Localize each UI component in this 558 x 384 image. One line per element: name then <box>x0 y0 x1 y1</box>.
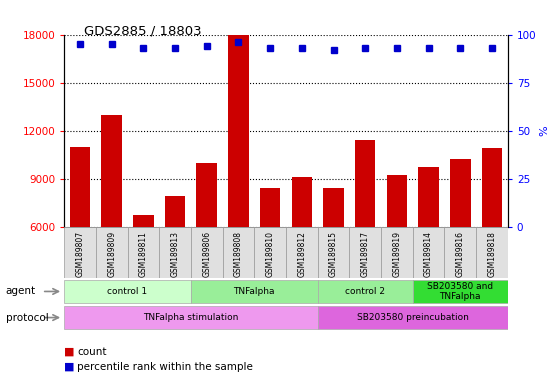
Text: GSM189816: GSM189816 <box>456 231 465 277</box>
Bar <box>413 227 444 278</box>
Text: GSM189814: GSM189814 <box>424 231 433 277</box>
Bar <box>260 188 281 323</box>
Y-axis label: %: % <box>539 125 549 136</box>
Bar <box>318 306 508 329</box>
Text: count: count <box>77 347 107 357</box>
Text: ■: ■ <box>64 362 75 372</box>
Text: GSM189819: GSM189819 <box>392 231 401 277</box>
Bar <box>133 215 153 323</box>
Text: GSM189807: GSM189807 <box>75 231 84 277</box>
Text: GSM189817: GSM189817 <box>360 231 370 277</box>
Bar <box>450 159 470 323</box>
Bar <box>444 227 476 278</box>
Text: protocol: protocol <box>6 313 49 323</box>
Text: control 1: control 1 <box>108 287 148 296</box>
Text: GSM189806: GSM189806 <box>202 231 211 277</box>
Bar <box>191 227 223 278</box>
Text: GSM189808: GSM189808 <box>234 231 243 277</box>
Text: GSM189809: GSM189809 <box>107 231 116 277</box>
Bar <box>413 280 508 303</box>
Bar <box>102 114 122 323</box>
Bar <box>128 227 159 278</box>
Bar <box>318 227 349 278</box>
Bar <box>387 175 407 323</box>
Bar <box>64 306 318 329</box>
Text: SB203580 and
TNFalpha: SB203580 and TNFalpha <box>427 282 493 301</box>
Text: agent: agent <box>6 286 36 296</box>
Text: control 2: control 2 <box>345 287 385 296</box>
Bar <box>323 188 344 323</box>
Text: GDS2885 / 18803: GDS2885 / 18803 <box>84 25 201 38</box>
Bar <box>355 140 376 323</box>
Bar <box>223 227 254 278</box>
Bar <box>318 280 413 303</box>
Text: TNFalpha: TNFalpha <box>234 287 275 296</box>
Text: GSM189811: GSM189811 <box>139 231 148 276</box>
Bar <box>482 148 502 323</box>
Text: ■: ■ <box>64 347 75 357</box>
Bar <box>159 227 191 278</box>
Text: GSM189815: GSM189815 <box>329 231 338 277</box>
Bar <box>418 167 439 323</box>
Bar <box>286 227 318 278</box>
Text: TNFalpha stimulation: TNFalpha stimulation <box>143 313 239 322</box>
Text: GSM189813: GSM189813 <box>171 231 180 277</box>
Bar <box>349 227 381 278</box>
Text: SB203580 preincubation: SB203580 preincubation <box>357 313 469 322</box>
Bar <box>381 227 413 278</box>
Bar <box>70 147 90 323</box>
Bar <box>64 280 191 303</box>
Bar <box>254 227 286 278</box>
Bar <box>291 177 312 323</box>
Bar <box>228 35 249 323</box>
Text: GSM189818: GSM189818 <box>488 231 497 276</box>
Bar <box>191 280 318 303</box>
Bar <box>476 227 508 278</box>
Bar <box>165 196 185 323</box>
Text: GSM189812: GSM189812 <box>297 231 306 276</box>
Bar <box>64 227 96 278</box>
Text: percentile rank within the sample: percentile rank within the sample <box>77 362 253 372</box>
Bar <box>96 227 128 278</box>
Text: GSM189810: GSM189810 <box>266 231 275 277</box>
Bar <box>196 162 217 323</box>
